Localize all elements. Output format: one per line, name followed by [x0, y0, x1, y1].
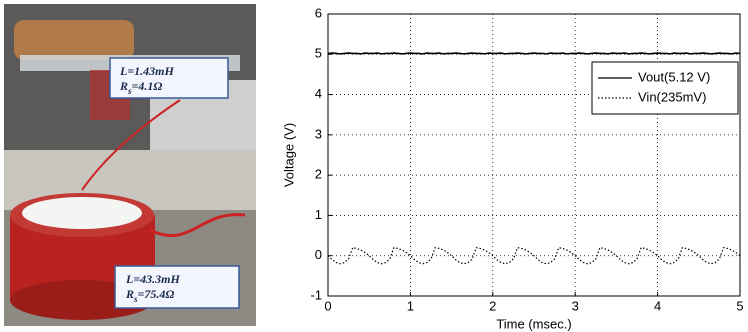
y-tick-label: 4 — [315, 86, 322, 101]
x-tick-label: 5 — [736, 298, 743, 313]
x-axis-label: Time (msec.) — [496, 316, 571, 331]
y-tick-label: 1 — [315, 207, 322, 222]
annotation-line: Rs=75.4Ω — [125, 287, 174, 304]
subscript: s — [127, 86, 132, 96]
series-line — [327, 52, 741, 55]
text-part: L=43.3mH — [125, 272, 181, 286]
x-tick-label: 2 — [489, 298, 496, 313]
annotation-line: Rs=4.1Ω — [119, 79, 162, 96]
text-part: =75.4Ω — [138, 287, 175, 301]
x-tick-label: 0 — [324, 298, 331, 313]
text-part: L=1.43mH — [119, 64, 175, 78]
text-part: R — [119, 79, 128, 93]
legend-label: Vin(235mV) — [638, 89, 706, 104]
plot-area — [327, 13, 741, 297]
annotation-line: L=1.43mH — [119, 64, 175, 78]
y-tick-label: -1 — [310, 287, 322, 302]
y-tick-label: 5 — [315, 46, 322, 61]
annotation-line: L=43.3mH — [125, 272, 181, 286]
y-tick-label: 3 — [315, 126, 322, 141]
x-tick-label: 1 — [407, 298, 414, 313]
subscript: s — [133, 294, 138, 304]
y-tick-label: 2 — [315, 167, 322, 182]
legend-box — [591, 61, 739, 115]
x-tick-label: 4 — [654, 298, 661, 313]
y-tick-label: 0 — [315, 247, 322, 262]
x-tick-label: 3 — [572, 298, 579, 313]
text-part: =4.1Ω — [132, 79, 163, 93]
series-line — [327, 246, 741, 265]
text-part: R — [125, 287, 134, 301]
photo — [4, 4, 256, 326]
y-axis-label: Voltage (V) — [281, 123, 296, 187]
legend-label: Vout(5.12 V) — [638, 69, 710, 84]
y-tick-label: 6 — [315, 5, 322, 20]
